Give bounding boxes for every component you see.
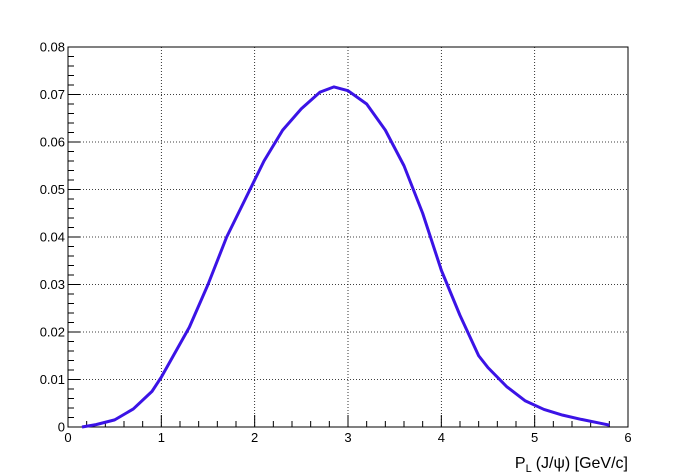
x-tick-label: 5 xyxy=(531,430,538,445)
y-tick-label: 0.07 xyxy=(40,87,65,102)
x-axis-title-sub: L xyxy=(526,463,532,475)
data-line xyxy=(81,85,610,429)
x-axis-title-main: P xyxy=(515,455,526,472)
x-tick-label: 2 xyxy=(251,430,258,445)
x-tick-label: 3 xyxy=(344,430,351,445)
x-axis-title-rest: (J/ψ) [GeV/c] xyxy=(536,455,628,472)
x-tick-label: 4 xyxy=(438,430,445,445)
x-axis-title: PL (J/ψ) [GeV/c] xyxy=(515,455,628,475)
plot-frame xyxy=(67,46,629,428)
y-tick-label: 0.04 xyxy=(40,230,65,245)
y-tick-label: 0.08 xyxy=(40,40,65,55)
y-tick-label: 0.01 xyxy=(40,372,65,387)
x-tick-label: 6 xyxy=(624,430,631,445)
x-tick-label: 0 xyxy=(64,430,71,445)
y-tick-label: 0.06 xyxy=(40,135,65,150)
y-tick-label: 0 xyxy=(58,420,65,435)
y-tick-label: 0.05 xyxy=(40,182,65,197)
y-tick-label: 0.02 xyxy=(40,325,65,340)
y-tick-label: 0.03 xyxy=(40,277,65,292)
x-tick-label: 1 xyxy=(158,430,165,445)
